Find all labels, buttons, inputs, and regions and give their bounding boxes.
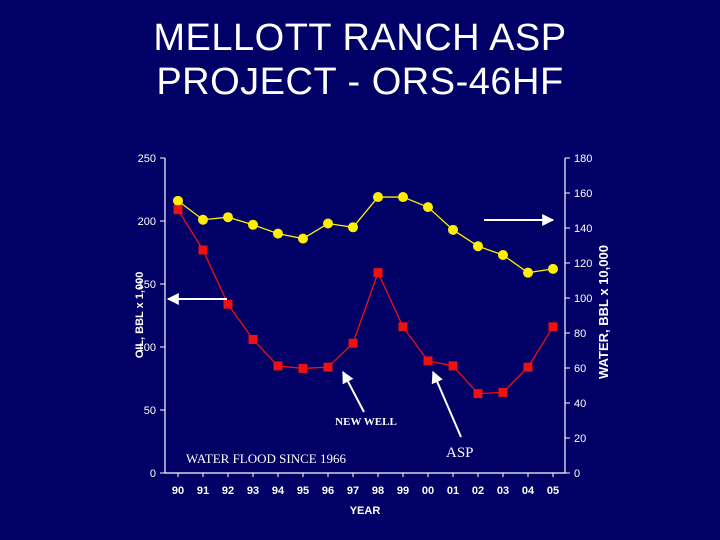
right-tick-label: 100	[574, 293, 592, 305]
right-tick-label: 60	[574, 363, 586, 375]
data-point	[348, 338, 358, 348]
arrow-asp	[431, 370, 462, 438]
left-tick-label: 250	[138, 153, 156, 165]
series-0	[173, 192, 558, 278]
left-tick-label: 100	[138, 342, 156, 354]
left-tick-label: 200	[138, 216, 156, 228]
title-line-1: MELLOTT RANCH ASP	[153, 17, 567, 59]
annotation-new-well: NEW WELL	[335, 416, 397, 428]
x-tick-label: 03	[497, 485, 509, 497]
data-point	[223, 299, 233, 309]
data-point	[473, 241, 483, 252]
x-tick-label: 98	[372, 485, 384, 497]
data-point	[423, 202, 433, 213]
data-point	[198, 245, 208, 255]
data-point	[498, 387, 508, 397]
x-tick-label: 04	[522, 485, 535, 497]
data-point	[198, 214, 208, 225]
right-tick-label: 120	[574, 258, 592, 270]
data-point	[398, 322, 408, 332]
data-point	[423, 356, 433, 366]
right-tick-label: 180	[574, 153, 592, 165]
right-tick-label: 80	[574, 328, 586, 340]
annotation-water-flood: WATER FLOOD SINCE 1966	[186, 451, 346, 466]
right-tick-label: 0	[574, 468, 580, 480]
x-tick-label: 96	[322, 485, 334, 497]
data-point	[348, 222, 358, 233]
y-axis-title-left: OIL, BBL x 1,000	[134, 272, 146, 359]
left-tick-label: 150	[138, 279, 156, 291]
right-tick-label: 160	[574, 188, 592, 200]
x-axis-title: YEAR	[350, 505, 381, 517]
title-line-2: PROJECT - ORS-46HF	[156, 61, 564, 103]
x-tick-label: 02	[472, 485, 484, 497]
data-point	[298, 363, 308, 373]
series-1	[173, 205, 558, 399]
x-tick-label: 93	[247, 485, 259, 497]
x-tick-label: 95	[297, 485, 309, 497]
annotation-asp: ASP	[446, 445, 474, 461]
data-point	[548, 322, 558, 332]
data-point	[248, 219, 258, 230]
data-point	[548, 263, 558, 274]
x-tick-label: 91	[197, 485, 209, 497]
arrow-new-well	[342, 370, 365, 413]
data-point	[523, 267, 533, 278]
x-tick-label: 90	[172, 485, 184, 497]
annotations: NEW WELL WATER FLOOD SINCE 1966 ASP	[166, 214, 555, 466]
y-axis-title-right: WATER, BBL x 10,000	[596, 245, 611, 379]
chart-axes	[164, 158, 566, 474]
left-axis-ticks: 0 50 100 150 200 250	[138, 153, 165, 480]
data-point	[173, 205, 183, 215]
right-tick-label: 40	[574, 398, 586, 410]
data-point	[248, 334, 258, 344]
left-tick-label: 50	[144, 405, 156, 417]
series-line	[177, 196, 554, 274]
data-point	[448, 224, 458, 235]
data-point	[323, 218, 333, 229]
data-point	[523, 362, 533, 372]
x-tick-label: 94	[272, 485, 285, 497]
series-layer	[173, 192, 558, 399]
data-point	[173, 195, 183, 206]
x-axis-ticks: 90 91 92 93 94 95 96 97 98 99 00 01 02 03 04 05	[172, 473, 559, 497]
data-point	[298, 233, 308, 244]
data-point	[498, 250, 508, 261]
data-point	[273, 228, 283, 239]
x-tick-label: 92	[222, 485, 234, 497]
left-tick-label: 0	[150, 468, 156, 480]
right-tick-label: 140	[574, 223, 592, 235]
right-tick-label: 20	[574, 433, 586, 445]
data-point	[273, 361, 283, 371]
x-tick-label: 05	[547, 485, 559, 497]
x-tick-label: 00	[422, 485, 434, 497]
data-point	[398, 192, 408, 203]
data-point	[223, 212, 233, 223]
data-point	[373, 268, 383, 278]
data-point	[373, 192, 383, 203]
data-point	[448, 361, 458, 371]
x-tick-label: 99	[397, 485, 409, 497]
series-line	[177, 209, 554, 395]
slide-title: MELLOTT RANCH ASP PROJECT - ORS-46HF	[0, 16, 720, 104]
x-tick-label: 97	[347, 485, 359, 497]
data-point	[473, 389, 483, 399]
data-point	[323, 362, 333, 372]
x-tick-label: 01	[447, 485, 459, 497]
right-axis-ticks: 0 20 40 60 80 100 120 140 160 180	[565, 153, 592, 480]
